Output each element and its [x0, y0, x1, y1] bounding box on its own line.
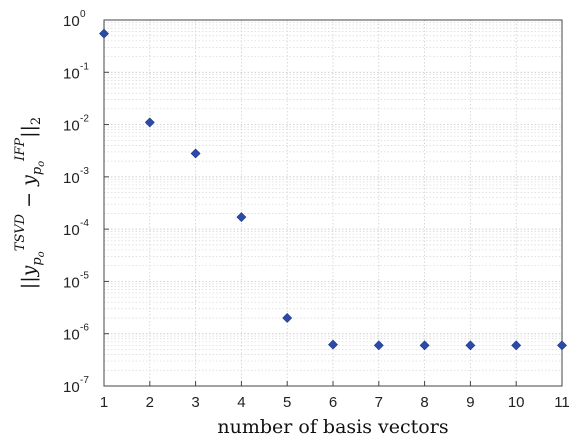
y-axis-label: ||ypoTSVD − ypoIFP||2: [13, 117, 47, 289]
x-tick-label: 2: [146, 394, 154, 411]
x-tick-label: 10: [508, 394, 525, 411]
data-point: [236, 212, 247, 223]
ylabel-sub2: p: [30, 166, 45, 175]
y-tick-base: 10: [63, 170, 80, 187]
x-axis-label: number of basis vectors: [217, 416, 448, 438]
data-point: [511, 340, 522, 351]
y-tick-base: 10: [63, 65, 80, 82]
y-tick-label: 10 -6: [63, 323, 89, 344]
x-tick-label: 3: [191, 394, 199, 411]
y-tick-exponent: -1: [80, 61, 89, 72]
y-tick-label: 10 -3: [63, 166, 89, 187]
y-tick-exponent: -4: [80, 218, 89, 229]
x-tick-label: 11: [554, 394, 569, 411]
data-point: [465, 340, 476, 351]
y-tick-label: 10 -2: [63, 114, 89, 135]
y-tick-label: 10 -4: [63, 218, 89, 239]
ylabel-sub1: p: [30, 257, 45, 266]
y-tick-base: 10: [63, 118, 80, 135]
y-tick-exponent: -6: [80, 323, 89, 334]
y-tick-exponent: -3: [80, 166, 89, 177]
data-point: [282, 313, 293, 323]
data-point: [99, 28, 109, 39]
x-tick-label: 7: [375, 394, 383, 411]
data-point: [557, 340, 567, 351]
ylabel-subsub2: o: [36, 161, 47, 167]
y-tick-exponent: 0: [80, 9, 86, 20]
ylabel-suffix: ||: [18, 125, 40, 138]
grid: [104, 20, 562, 386]
y-tick-exponent: -2: [80, 114, 89, 125]
y-tick-base: 10: [63, 327, 80, 344]
ylabel-subsub1: o: [36, 251, 47, 257]
y-tick-label: 10 0: [63, 9, 86, 30]
data-point: [190, 148, 201, 159]
x-tick-label: 6: [329, 394, 337, 411]
x-tick-label: 5: [283, 394, 291, 411]
y-tick-base: 10: [63, 379, 80, 396]
data-point: [328, 339, 338, 350]
axis-ticks: [103, 19, 563, 387]
y-tick-base: 10: [63, 274, 80, 291]
data-point: [144, 117, 155, 128]
y-tick-exponent: -5: [80, 270, 89, 281]
x-tick-label: 1: [100, 394, 108, 411]
ylabel-sup1: TSVD: [13, 213, 28, 251]
y-tick-label: 10 -5: [63, 270, 89, 291]
y-tick-base: 10: [63, 13, 80, 30]
y-tick-label: 10 -7: [63, 375, 89, 396]
data-point: [373, 340, 384, 351]
y-tick-base: 10: [63, 222, 80, 239]
x-tick-labels: 1 2 3 4 5 6 7 8 9 10 11: [100, 394, 569, 411]
y-tick-label: 10 -1: [63, 61, 89, 82]
ylabel-prefix: ||y: [18, 265, 40, 289]
y-tick-exponent: -7: [80, 375, 89, 386]
x-tick-label: 4: [237, 394, 245, 411]
ylabel-norm-sub: 2: [29, 117, 44, 125]
data-points: [99, 28, 567, 351]
x-tick-label: 9: [466, 394, 474, 411]
x-tick-label: 8: [420, 394, 428, 411]
ylabel-minus: − y: [18, 175, 40, 214]
data-point: [419, 340, 430, 351]
ylabel-sup2: IFP: [13, 138, 28, 162]
